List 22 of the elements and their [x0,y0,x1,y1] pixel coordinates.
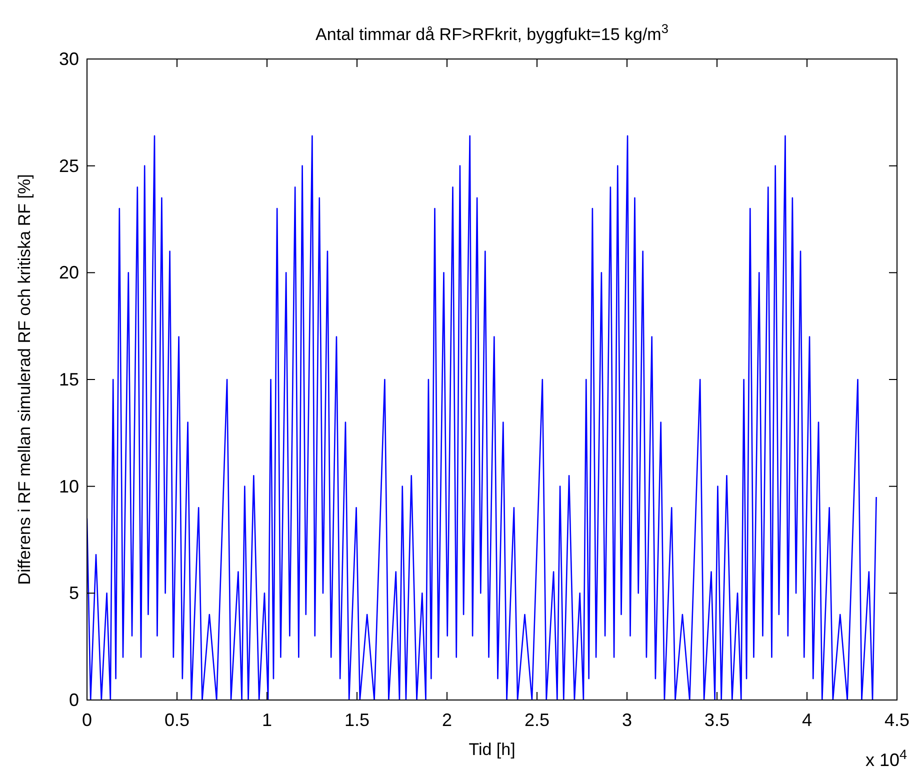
line-series [87,135,877,700]
x-tick-label: 2 [442,710,452,730]
y-tick-label: 10 [58,476,79,496]
text: x 10$^{4}$ [865,746,908,770]
y-axis-title: Differens i RF mellan simulerad RF och kritiska RF [%] [15,174,34,585]
chart-title: Antal timmar då RF>RFkrit, byggfukt=15 kg/m$^{3}$ [316,20,668,44]
y-tick-label: 15 [58,370,79,390]
x-tick-label: 1 [262,710,272,730]
x-tick-label: 0 [82,710,92,730]
y-tick-label: 30 [58,49,79,69]
x-axis-title: Tid [h] [468,740,516,759]
x-tick-label: 2.5 [524,710,550,730]
x-tick-label: 3.5 [704,710,730,730]
x-tick-label: 0.5 [164,710,190,730]
x-tick-label: 3 [622,710,632,730]
x-tick-label: 4 [802,710,812,730]
x-tick-label: 1.5 [344,710,370,730]
y-tick-label: 20 [58,262,79,283]
y-tick-label: 25 [58,156,79,176]
x-tick-label: 4.5 [884,710,910,730]
y-tick-label: 0 [68,690,79,710]
y-tick-label: 5 [68,583,79,604]
